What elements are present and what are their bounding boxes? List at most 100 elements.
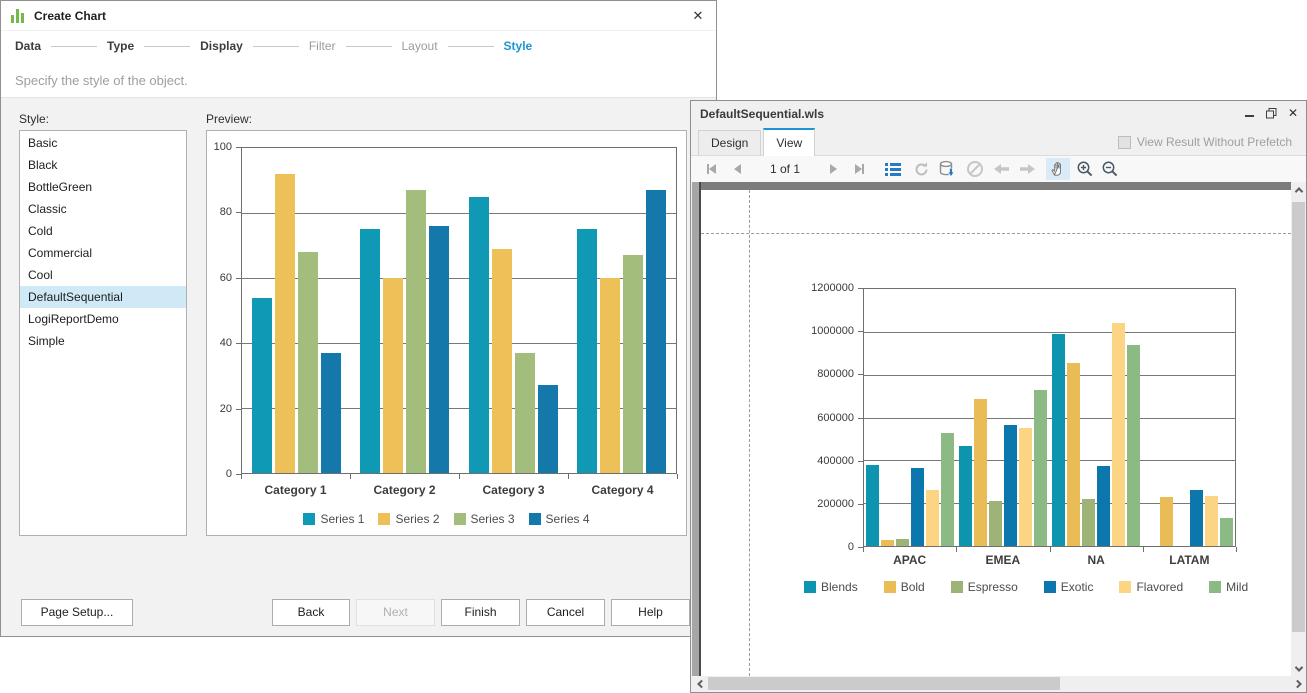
- x-category-label: Category 4: [568, 483, 677, 497]
- refresh-button[interactable]: [911, 159, 931, 179]
- style-item-black[interactable]: Black: [20, 154, 186, 176]
- style-item-simple[interactable]: Simple: [20, 330, 186, 352]
- preview-label: Preview:: [206, 112, 252, 126]
- legend-label: Series 4: [546, 512, 590, 526]
- style-list[interactable]: BasicBlackBottleGreenClassicColdCommerci…: [19, 130, 187, 536]
- restore-icon-glyph: [1266, 108, 1277, 119]
- tab-view[interactable]: View: [763, 128, 815, 156]
- x-category-label: EMEA: [956, 553, 1049, 567]
- style-item-bottlegreen[interactable]: BottleGreen: [20, 176, 186, 198]
- zoom-out-button[interactable]: [1100, 159, 1120, 179]
- step-separator: [448, 46, 494, 47]
- scroll-up-button[interactable]: [1291, 182, 1306, 197]
- cancel-button[interactable]: Cancel: [526, 599, 605, 626]
- stop-button[interactable]: [965, 159, 985, 179]
- horizontal-scrollbar[interactable]: [692, 676, 1306, 691]
- prefetch-checkbox[interactable]: [1118, 136, 1131, 149]
- bar-series-4: [646, 190, 666, 473]
- bar-blends: [866, 465, 879, 546]
- hand-tool-icon: [1050, 161, 1066, 177]
- y-tick-label: 200000: [692, 498, 854, 510]
- wizard-step-display[interactable]: Display: [200, 39, 243, 53]
- wizard-step-type[interactable]: Type: [107, 39, 134, 53]
- bar-series-3: [298, 252, 318, 473]
- result-chart: 020000040000060000080000010000001200000A…: [692, 182, 1290, 676]
- wizard-step-data[interactable]: Data: [15, 39, 41, 53]
- bar-series-3: [406, 190, 426, 473]
- bar-series-3: [515, 353, 535, 473]
- legend-swatch: [884, 581, 896, 593]
- create-chart-dialog: Create Chart ✕ DataTypeDisplayFilterLayo…: [0, 0, 717, 637]
- next-page-icon: [830, 164, 837, 174]
- back-button[interactable]: Back: [272, 599, 350, 626]
- vertical-scrollbar-thumb[interactable]: [1292, 202, 1305, 632]
- bar-exotic: [911, 468, 924, 546]
- legend-label: Mild: [1226, 580, 1248, 594]
- help-button[interactable]: Help: [611, 599, 690, 626]
- preview-panel: 020406080100Category 1Category 2Category…: [206, 130, 687, 536]
- zoom-in-button[interactable]: [1075, 159, 1095, 179]
- bar-flavored: [1019, 428, 1032, 546]
- step-separator: [144, 46, 190, 47]
- scroll-right-button[interactable]: [1291, 676, 1306, 691]
- bar-mild: [941, 433, 954, 547]
- close-icon[interactable]: ✕: [689, 7, 707, 25]
- style-item-classic[interactable]: Classic: [20, 198, 186, 220]
- style-item-cold[interactable]: Cold: [20, 220, 186, 242]
- bar-series-2: [492, 249, 512, 473]
- style-item-basic[interactable]: Basic: [20, 132, 186, 154]
- next-page-button[interactable]: [823, 159, 843, 179]
- bar-series-4: [321, 353, 341, 473]
- y-tick-label: 1200000: [692, 282, 854, 294]
- wizard-step-layout[interactable]: Layout: [402, 39, 438, 53]
- previous-page-button[interactable]: [727, 159, 747, 179]
- bar-groups: [864, 289, 1235, 546]
- legend-label: Blends: [821, 580, 858, 594]
- chevron-down-icon: [1294, 663, 1302, 671]
- legend-item-series-2: Series 2: [378, 512, 439, 526]
- x-tick-mark: [568, 474, 569, 479]
- style-item-cool[interactable]: Cool: [20, 264, 186, 286]
- finish-button[interactable]: Finish: [441, 599, 520, 626]
- bar-series-4: [429, 226, 449, 473]
- minimize-icon[interactable]: [1242, 105, 1256, 121]
- window-close-icon[interactable]: ✕: [1286, 105, 1300, 121]
- y-tick-label: 0: [692, 541, 854, 553]
- style-item-logireportdemo[interactable]: LogiReportDemo: [20, 308, 186, 330]
- style-item-commercial[interactable]: Commercial: [20, 242, 186, 264]
- horizontal-scrollbar-thumb[interactable]: [708, 677, 1060, 690]
- bar-series-2: [383, 278, 403, 473]
- last-page-button[interactable]: [849, 159, 869, 179]
- fetch-data-icon: [938, 160, 956, 178]
- scroll-down-button[interactable]: [1291, 661, 1306, 676]
- legend-item-mild: Mild: [1209, 580, 1248, 594]
- bar-mild: [1034, 390, 1047, 546]
- restore-icon[interactable]: [1264, 105, 1278, 121]
- bar-exotic: [1097, 466, 1110, 546]
- legend-swatch: [1044, 581, 1056, 593]
- bar-group-category-1: [242, 148, 351, 473]
- bar-espresso: [989, 501, 1002, 546]
- x-category-label: APAC: [863, 553, 956, 567]
- wizard-step-filter[interactable]: Filter: [309, 39, 336, 53]
- first-page-button[interactable]: [701, 159, 721, 179]
- legend-item-series-4: Series 4: [529, 512, 590, 526]
- bar-group-category-2: [351, 148, 460, 473]
- plot-area: [241, 147, 677, 474]
- vertical-scrollbar[interactable]: [1291, 182, 1306, 676]
- tab-design[interactable]: Design: [698, 130, 761, 155]
- page-setup-button[interactable]: Page Setup...: [21, 599, 133, 626]
- chevron-up-icon: [1294, 187, 1302, 195]
- toc-button[interactable]: [883, 159, 903, 179]
- scroll-left-button[interactable]: [692, 676, 707, 691]
- bar-bold: [974, 399, 987, 546]
- wizard-step-style[interactable]: Style: [504, 39, 533, 53]
- x-category-label: Category 1: [241, 483, 350, 497]
- hand-tool-button[interactable]: [1046, 158, 1070, 180]
- style-item-defaultsequential[interactable]: DefaultSequential: [20, 286, 186, 308]
- bar-bold: [881, 540, 894, 546]
- nav-back-button[interactable]: [991, 159, 1011, 179]
- create-chart-icon: [11, 8, 26, 23]
- fetch-data-button[interactable]: [937, 159, 957, 179]
- nav-forward-button[interactable]: [1017, 159, 1037, 179]
